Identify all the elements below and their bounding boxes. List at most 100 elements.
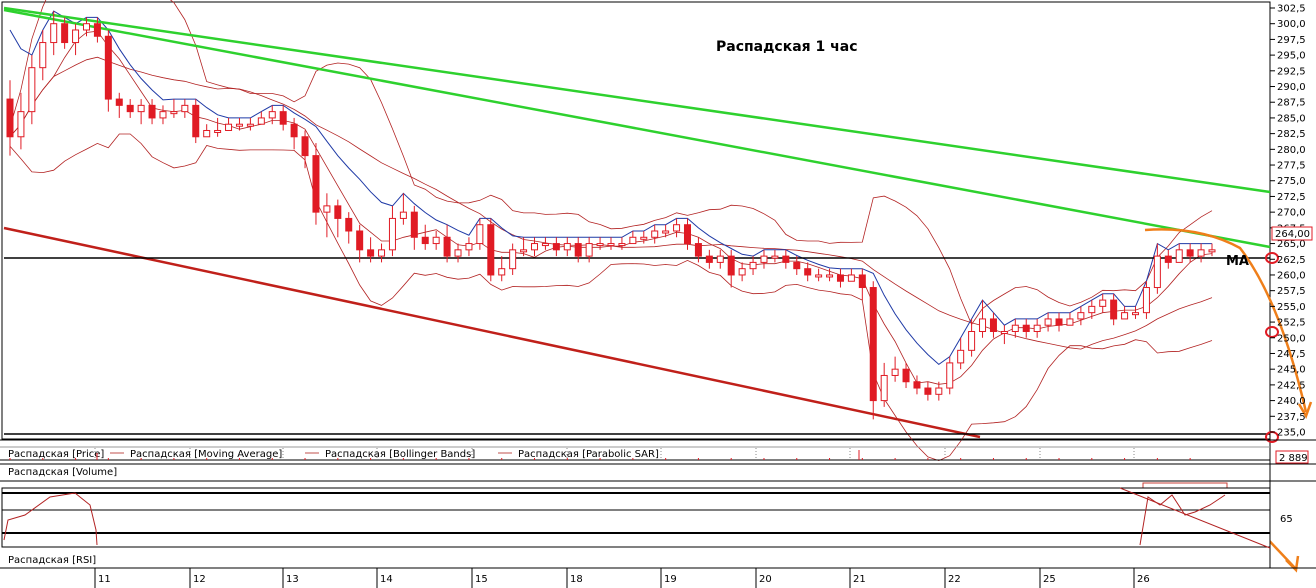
candle-body [946, 362, 954, 389]
forecast-arrowhead [1297, 401, 1313, 419]
candle-body [334, 205, 342, 219]
candle-body [476, 224, 484, 245]
bollinger-bands [9, 0, 1213, 462]
last-price-label: 264,00 [1275, 229, 1310, 240]
candle-body [1077, 312, 1085, 320]
candle-body [902, 368, 910, 383]
price-axis-ticks: 302,5 300,0 297,5 295,0 292,5 290,0 287,5 285,0… [1270, 4, 1306, 439]
candle-body [181, 104, 189, 113]
candle-body [104, 35, 112, 100]
candle-body [301, 136, 309, 157]
date-tick-label: 20 [759, 574, 772, 585]
candle-body [957, 349, 965, 364]
price-tick-label: 237,5 [1277, 412, 1306, 423]
rsi-path-end [1139, 494, 1226, 546]
candle-body [749, 261, 757, 270]
candle-body [367, 249, 375, 257]
price-tick-label: 280,0 [1277, 145, 1306, 156]
candle-body [268, 111, 276, 119]
candle-body [356, 230, 364, 251]
forecast-curve [1144, 228, 1308, 413]
candle-body [1044, 318, 1052, 326]
candle-body [618, 243, 626, 247]
candle-body [716, 255, 724, 263]
candle-body [880, 374, 888, 402]
candle-body [1153, 255, 1161, 289]
candle-body [1208, 249, 1216, 253]
candles [6, 11, 1216, 420]
candle-body [793, 261, 801, 270]
date-tick-label: 26 [1137, 574, 1150, 585]
candle-body [246, 123, 254, 127]
date-gridlines [94, 448, 1135, 460]
candle-body [563, 243, 571, 251]
date-axis-ticks: 11 12 13 14 15 18 19 20 21 22 25 26 [94, 568, 1150, 588]
candle-body [1175, 249, 1183, 263]
price-tick-label: 292,5 [1277, 66, 1306, 77]
candle-body [804, 268, 812, 276]
price-tick-label: 265,0 [1277, 239, 1306, 250]
candle-body [323, 205, 331, 213]
green-trendline-lower [3, 8, 1271, 249]
candle-body [410, 211, 418, 238]
price-tick-label: 290,0 [1277, 82, 1306, 93]
date-tick-label: 11 [98, 574, 111, 585]
last-price-marker [1271, 226, 1313, 241]
candle-body [891, 368, 899, 376]
candle-body [137, 104, 145, 113]
candle-body [826, 274, 834, 278]
price-tick-label: 285,0 [1277, 113, 1306, 124]
price-tick-label: 272,5 [1277, 192, 1306, 203]
candle-body [1132, 312, 1140, 316]
legend-label: Распадская [Moving Average] [130, 449, 282, 460]
candle-body [1164, 255, 1172, 263]
candle-body [585, 243, 593, 257]
candle-body [989, 318, 997, 332]
candle-body [126, 104, 134, 113]
candle-body [214, 129, 222, 133]
candle-body [257, 117, 265, 125]
candle-body [312, 155, 320, 213]
date-tick-label: 18 [570, 574, 583, 585]
candle-body [836, 274, 844, 282]
price-panel-frame [1, 1, 1271, 440]
candle-body [596, 243, 604, 247]
candle-body [727, 255, 735, 276]
candle-body [858, 274, 866, 289]
date-tick-label: 14 [380, 574, 393, 585]
candle-body [498, 268, 506, 276]
candle-body [1066, 318, 1074, 326]
candle-body [541, 243, 549, 247]
candle-body [979, 318, 987, 332]
candle-body [82, 23, 90, 31]
chart-title: Распадская 1 час [716, 39, 858, 55]
candle-body [17, 111, 25, 138]
candle-body [115, 98, 123, 106]
bollinger-upper-band [9, 0, 1213, 326]
candle-body [662, 230, 670, 234]
candle-body [968, 330, 976, 351]
candle-body [531, 243, 539, 251]
price-tick-label: 300,0 [1277, 19, 1306, 30]
price-tick-label: 242,5 [1277, 380, 1306, 391]
candle-body [290, 123, 298, 138]
candle-body [388, 217, 396, 251]
candle-body [432, 236, 440, 245]
candle-body [1022, 324, 1030, 332]
red-support-line [3, 226, 981, 439]
candle-body [6, 98, 14, 138]
candle-body [1033, 324, 1041, 332]
candle-body [1197, 249, 1205, 257]
candle-body [1000, 330, 1008, 334]
price-tick-label: 255,0 [1277, 302, 1306, 313]
date-tick-label: 25 [1043, 574, 1056, 585]
price-tick-label: 277,5 [1277, 161, 1306, 172]
candle-body [552, 243, 560, 251]
candle-body [574, 243, 582, 257]
candle-body [1099, 299, 1107, 307]
candle-body [694, 243, 702, 257]
price-tick-label: 262,5 [1277, 255, 1306, 266]
candle-body [159, 111, 167, 119]
candle-body [203, 129, 211, 138]
